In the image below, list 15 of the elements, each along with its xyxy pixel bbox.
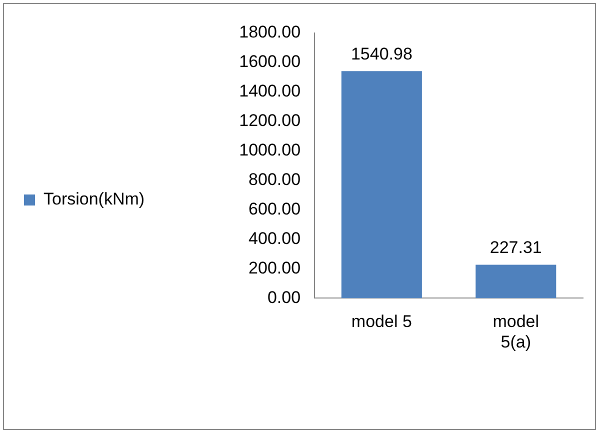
y-tick-label: 1600.00 — [239, 52, 301, 72]
data-label: 1540.98 — [350, 44, 412, 64]
y-tick-label: 800.00 — [248, 170, 301, 190]
y-tick-label: 1800.00 — [239, 22, 301, 42]
y-tick-label: 1200.00 — [239, 111, 301, 130]
x-tick-label: model 5(a) — [492, 312, 540, 352]
y-tick-label: 0.00 — [267, 288, 301, 307]
data-label: 227.31 — [490, 238, 542, 257]
y-tick-label: 400.00 — [248, 228, 301, 248]
legend-label: Torsion(kNm) — [44, 190, 145, 209]
y-tick-label: 200.00 — [248, 258, 301, 278]
y-tick-label: 600.00 — [248, 199, 301, 218]
y-tick-label: 1000.00 — [239, 140, 301, 160]
x-tick-label: model 5 — [351, 312, 412, 332]
y-tick-label: 1400.00 — [239, 82, 301, 101]
